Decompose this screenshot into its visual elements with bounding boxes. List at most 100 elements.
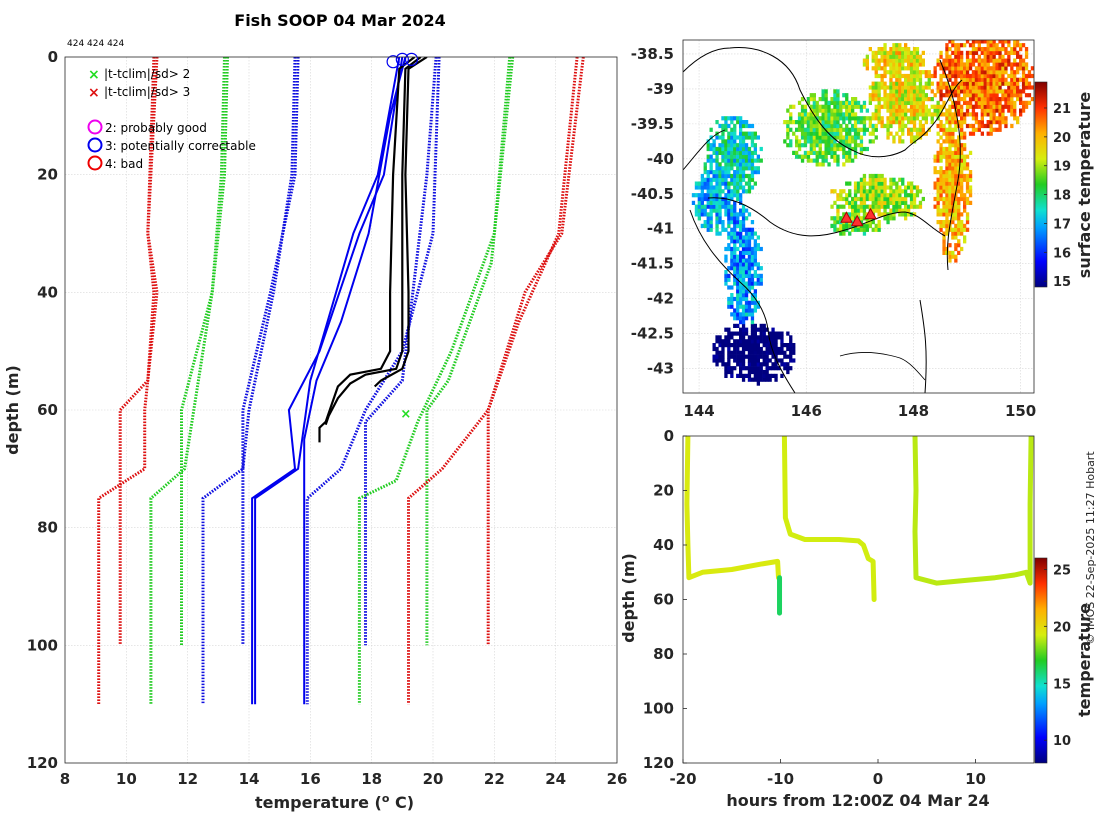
sst-pixel	[945, 208, 949, 213]
sst-pixel	[744, 120, 749, 125]
sst-pixel	[1001, 116, 1005, 121]
sst-pixel	[853, 185, 858, 190]
sst-pixel	[980, 70, 984, 75]
sst-pixel	[954, 100, 958, 105]
sst-pixel	[1013, 116, 1017, 121]
sst-pixel	[741, 362, 746, 367]
sst-pixel	[1024, 62, 1029, 67]
sst-pixel	[736, 173, 740, 179]
sst-pixel	[800, 143, 805, 148]
sst-pixel	[703, 177, 707, 182]
sst-pixel	[965, 54, 970, 59]
sst-pixel	[998, 58, 1002, 63]
red-cross-icon: ×	[88, 85, 100, 101]
sst-pixel	[874, 127, 878, 132]
sst-pixel	[750, 162, 755, 167]
sst-pixel	[718, 162, 722, 167]
sst-pixel	[957, 189, 961, 194]
sst-pixel	[898, 127, 902, 132]
sst-pixel	[948, 89, 952, 94]
sst-pixel	[865, 204, 869, 209]
sst-pixel	[803, 139, 808, 144]
sst-pixel	[827, 112, 831, 117]
sst-pixel	[895, 97, 899, 102]
sst-pixel	[921, 112, 925, 117]
sst-pixel	[880, 123, 884, 129]
sst-pixel	[741, 139, 746, 144]
map-colorbar-tick-label: 18	[1053, 189, 1071, 204]
sst-pixel	[948, 143, 952, 148]
section-y-tick-label: 40	[653, 536, 674, 554]
sst-pixel	[750, 354, 755, 359]
sst-pixel	[945, 62, 949, 67]
sst-pixel	[750, 362, 755, 367]
sst-pixel	[915, 66, 920, 71]
sst-pixel	[833, 150, 837, 155]
sst-pixel	[951, 189, 955, 194]
sst-pixel	[963, 100, 967, 105]
sst-pixel	[945, 66, 949, 71]
sst-pixel	[836, 108, 840, 113]
sst-pixel	[750, 143, 755, 148]
sst-pixel	[774, 339, 778, 344]
sst-pixel	[912, 112, 917, 117]
sst-pixel	[960, 150, 964, 155]
sst-pixel	[957, 216, 961, 221]
sst-pixel	[909, 200, 914, 205]
sst-pixel	[895, 50, 899, 55]
sst-pixel	[712, 343, 716, 348]
sst-pixel	[963, 89, 967, 94]
sst-pixel	[845, 139, 849, 144]
sst-pixel	[718, 123, 722, 129]
sst-pixel	[904, 66, 908, 71]
sst-pixel	[821, 131, 825, 136]
sst-pixel	[865, 58, 869, 63]
sst-pixel	[727, 166, 731, 171]
sst-pixel	[942, 235, 946, 240]
sst-pixel	[727, 362, 731, 367]
sst-pixel	[862, 104, 867, 109]
sst-pixel	[836, 89, 840, 94]
sst-pixel	[871, 139, 875, 144]
sst-pixel	[697, 216, 701, 221]
sst-pixel	[1004, 47, 1008, 52]
sst-pixel	[989, 58, 993, 63]
sst-pixel	[986, 85, 990, 90]
sst-pixel	[736, 235, 740, 240]
sst-pixel	[965, 50, 970, 55]
sst-pixel	[915, 204, 920, 209]
sst-pixel	[741, 327, 746, 332]
sst-pixel	[724, 339, 728, 344]
sst-pixel	[747, 246, 752, 252]
sst-pixel	[750, 339, 755, 344]
sst-pixel	[915, 112, 920, 117]
sst-pixel	[951, 40, 955, 44]
section-y-tick-label: 60	[653, 591, 674, 609]
sst-pixel	[803, 104, 808, 109]
sst-pixel	[827, 146, 831, 152]
sst-pixel	[803, 154, 808, 159]
sst-pixel	[741, 316, 746, 321]
sst-pixel	[836, 104, 840, 109]
sst-pixel	[868, 220, 872, 225]
sst-pixel	[954, 243, 958, 248]
sst-pixel	[739, 273, 743, 278]
sst-pixel	[1016, 93, 1020, 98]
sst-pixel	[948, 135, 952, 140]
sst-pixel	[951, 100, 955, 105]
x-tick-label: 22	[484, 770, 505, 788]
sst-pixel	[747, 273, 752, 278]
sst-pixel	[739, 243, 743, 248]
sst-pixel	[727, 285, 731, 290]
sst-pixel	[809, 131, 813, 136]
sst-pixel	[963, 158, 967, 163]
sst-pixel	[741, 377, 746, 382]
sst-pixel	[709, 208, 713, 213]
sst-pixel	[965, 40, 970, 44]
sst-pixel	[1007, 43, 1011, 48]
sst-pixel	[1004, 104, 1008, 109]
sst-pixel	[747, 362, 752, 367]
sst-pixel	[963, 146, 967, 152]
sst-pixel	[1024, 77, 1029, 82]
map-y-tick-label: -43	[647, 360, 674, 378]
